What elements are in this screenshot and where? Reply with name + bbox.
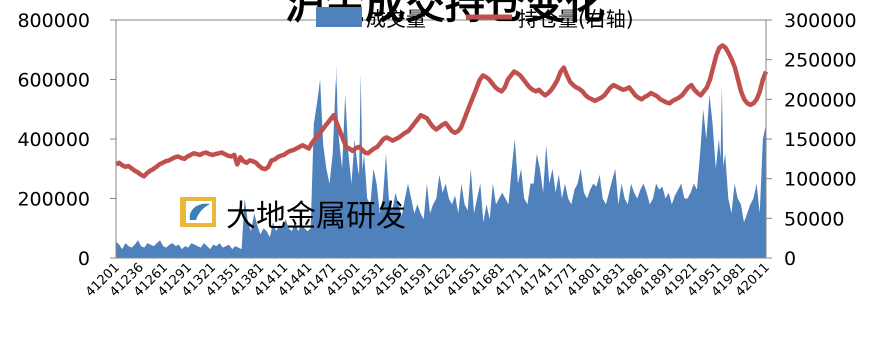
volume-peak-1 (357, 73, 364, 258)
left-y-axis: 0 200000 400000 600000 800000 (17, 10, 116, 270)
right-y-tick-label: 100000 (784, 169, 857, 191)
volume-peak-0 (333, 64, 340, 258)
series-volume-area (116, 79, 766, 258)
volume-peak-2 (718, 85, 725, 258)
legend-label-open-interest: 持仓量(右轴) (518, 7, 634, 31)
watermark-text: 大地金属研发 (226, 199, 406, 234)
series-open-interest-line (114, 43, 769, 179)
x-axis: 4120141236412614129141321413514138141411… (83, 260, 773, 300)
legend-swatch-volume (316, 7, 362, 27)
left-y-tick-label: 0 (78, 248, 90, 270)
left-y-tick-label: 600000 (17, 70, 90, 92)
watermark-logo-icon (180, 197, 216, 227)
right-y-axis: 0 50000 100000 150000 200000 250000 300000 (766, 10, 857, 270)
left-y-tick-label: 800000 (17, 10, 90, 32)
watermark: 大地金属研发 (180, 197, 406, 234)
legend-label-volume: 成交量 (366, 7, 426, 31)
right-y-tick-label: 50000 (784, 208, 844, 230)
left-y-tick-label: 400000 (17, 129, 90, 151)
legend: 成交量 持仓量(右轴) (316, 7, 634, 31)
right-y-tick-label: 250000 (784, 50, 857, 72)
right-y-tick-label: 300000 (784, 10, 857, 32)
right-y-tick-label: 0 (784, 248, 796, 270)
right-y-tick-label: 200000 (784, 89, 857, 111)
left-y-tick-label: 200000 (17, 189, 90, 211)
right-y-tick-label: 150000 (784, 129, 857, 151)
